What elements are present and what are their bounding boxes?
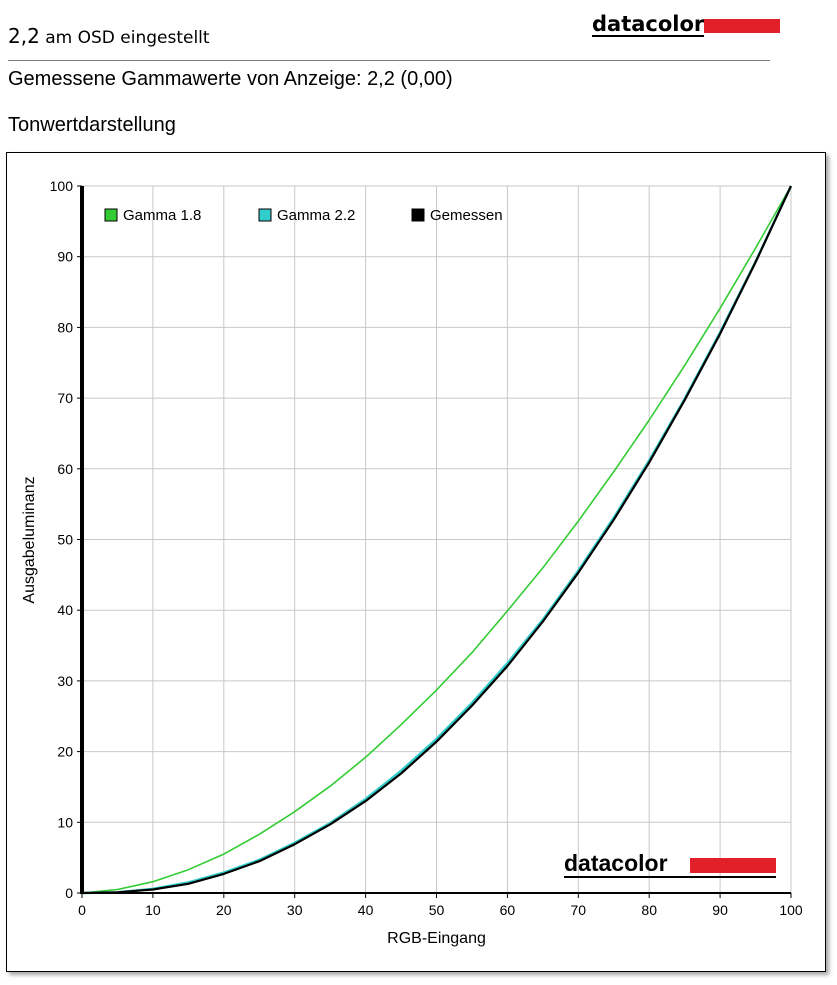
y-tick-label: 0: [65, 885, 73, 901]
y-tick-label: 100: [50, 178, 74, 194]
y-tick-label: 80: [57, 319, 73, 335]
y-tick-label: 90: [57, 249, 73, 265]
x-tick-label: 50: [429, 902, 445, 918]
osd-setting-text: am OSD eingestellt: [39, 28, 210, 48]
tone-response-chart-frame: 0 10 20 30 40 50 60 70 80 90 100 0 10 20 30 40 50 60 70 80…: [6, 152, 826, 972]
series-line-gamma-1-8: [81, 185, 792, 894]
x-tick-label: 10: [145, 902, 161, 918]
datacolor-logo: datacolor: [592, 12, 781, 37]
x-tick-label: 90: [712, 902, 728, 918]
y-tick-label: 30: [57, 673, 73, 689]
datacolor-logo-text: datacolor: [592, 12, 705, 37]
legend-swatch-gamma-2-2: [258, 208, 272, 222]
chart-legend: Gamma 1.8 Gamma 2.2 Gemessen: [104, 207, 503, 224]
y-tick-label: 70: [57, 390, 73, 406]
chart-series: [81, 185, 793, 895]
x-axis-ticks: 0 10 20 30 40 50 60 70 80 90 100: [78, 893, 803, 918]
datacolor-logo-bar: [704, 19, 781, 33]
y-tick-label: 50: [57, 532, 73, 548]
osd-setting-line: 2,2 am OSD eingestellt: [8, 24, 210, 48]
legend-swatch-gemessen: [411, 208, 425, 222]
datacolor-watermark-text: datacolor: [564, 850, 668, 876]
x-tick-label: 80: [641, 902, 657, 918]
x-axis-label: RGB-Eingang: [387, 930, 486, 947]
y-tick-label: 60: [57, 461, 73, 477]
x-tick-label: 0: [78, 902, 86, 918]
y-tick-label: 40: [57, 602, 73, 618]
legend-label-gemessen: Gemessen: [430, 207, 503, 224]
series-line-gemessen: [81, 185, 792, 895]
x-tick-label: 70: [571, 902, 587, 918]
x-tick-label: 30: [287, 902, 303, 918]
x-tick-label: 40: [358, 902, 374, 918]
header-divider: [8, 60, 770, 61]
chart-grid: [82, 185, 792, 893]
legend-label-gamma-2-2: Gamma 2.2: [277, 207, 355, 224]
legend-swatch-gamma-1-8: [104, 208, 118, 222]
legend-label-gamma-1-8: Gamma 1.8: [123, 207, 201, 224]
datacolor-watermark: datacolor: [564, 850, 776, 878]
osd-gamma-value: 2,2: [8, 24, 40, 48]
x-tick-label: 60: [500, 902, 516, 918]
section-title: Tonwertdarstellung: [8, 114, 176, 136]
datacolor-watermark-bar: [690, 858, 776, 873]
y-axis-label: Ausgabeluminanz: [21, 476, 38, 603]
y-axis-ticks: 0 10 20 30 40 50 60 70 80 90 100: [50, 178, 82, 901]
x-tick-label: 100: [779, 902, 803, 918]
measured-gamma-text: Gemessene Gammawerte von Anzeige: 2,2 (0…: [8, 68, 453, 90]
tone-response-chart: 0 10 20 30 40 50 60 70 80 90 100 0 10 20 30 40 50 60 70 80…: [21, 178, 803, 947]
x-tick-label: 20: [216, 902, 232, 918]
y-tick-label: 20: [57, 744, 73, 760]
y-tick-label: 10: [57, 814, 73, 830]
